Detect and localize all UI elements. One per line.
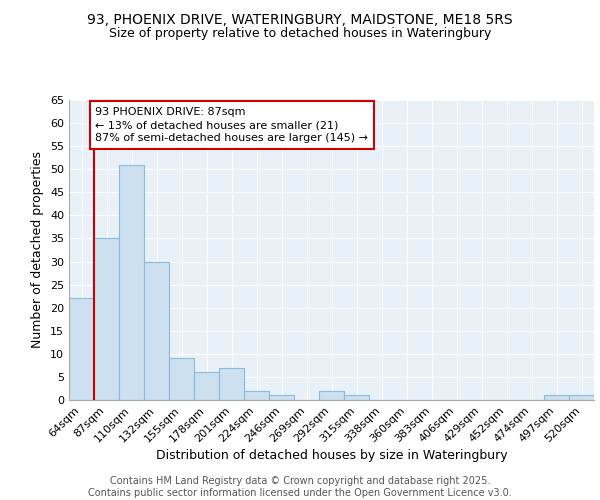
Y-axis label: Number of detached properties: Number of detached properties <box>31 152 44 348</box>
Bar <box>269 396 294 400</box>
Text: 93, PHOENIX DRIVE, WATERINGBURY, MAIDSTONE, ME18 5RS: 93, PHOENIX DRIVE, WATERINGBURY, MAIDSTO… <box>87 12 513 26</box>
Text: Contains HM Land Registry data © Crown copyright and database right 2025.
Contai: Contains HM Land Registry data © Crown c… <box>88 476 512 498</box>
Bar <box>169 358 194 400</box>
X-axis label: Distribution of detached houses by size in Wateringbury: Distribution of detached houses by size … <box>155 450 508 462</box>
Bar <box>544 396 569 400</box>
Text: Size of property relative to detached houses in Wateringbury: Size of property relative to detached ho… <box>109 28 491 40</box>
Bar <box>244 391 269 400</box>
Bar <box>119 164 144 400</box>
Bar <box>69 298 94 400</box>
Bar <box>344 396 369 400</box>
Bar <box>219 368 244 400</box>
Bar <box>319 391 344 400</box>
Text: 93 PHOENIX DRIVE: 87sqm
← 13% of detached houses are smaller (21)
87% of semi-de: 93 PHOENIX DRIVE: 87sqm ← 13% of detache… <box>95 107 368 144</box>
Bar <box>194 372 219 400</box>
Bar <box>144 262 169 400</box>
Bar <box>569 396 594 400</box>
Bar <box>94 238 119 400</box>
